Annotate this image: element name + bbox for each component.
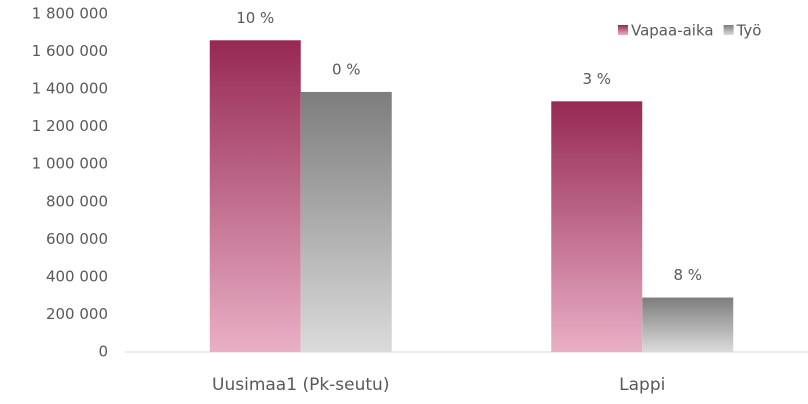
y-tick-label: 1 000 000 xyxy=(32,155,108,173)
legend-swatch xyxy=(618,25,628,35)
y-tick-label: 0 xyxy=(98,343,108,361)
x-tick-label: Lappi xyxy=(619,375,665,395)
bar xyxy=(300,91,392,352)
bar xyxy=(209,40,301,353)
y-tick-label: 1 800 000 xyxy=(32,5,108,23)
data-label: 8 % xyxy=(673,266,702,284)
y-tick-label: 600 000 xyxy=(46,230,108,248)
y-tick-label: 1 200 000 xyxy=(32,117,108,135)
x-tick-label: Uusimaa1 (Pk-seutu) xyxy=(212,375,389,395)
y-tick-label: 1 600 000 xyxy=(32,42,108,60)
y-tick-label: 200 000 xyxy=(46,305,108,323)
y-tick-label: 1 400 000 xyxy=(32,80,108,98)
data-label: 3 % xyxy=(582,70,611,88)
legend-swatch xyxy=(723,25,734,35)
y-tick-label: 400 000 xyxy=(46,267,108,285)
bar xyxy=(642,297,734,352)
legend-label: Vapaa-aika xyxy=(631,22,714,40)
bar xyxy=(551,101,643,352)
legend-label: Työ xyxy=(736,22,762,40)
y-tick-label: 800 000 xyxy=(46,192,108,210)
data-label: 0 % xyxy=(332,60,361,78)
data-label: 10 % xyxy=(236,9,274,27)
